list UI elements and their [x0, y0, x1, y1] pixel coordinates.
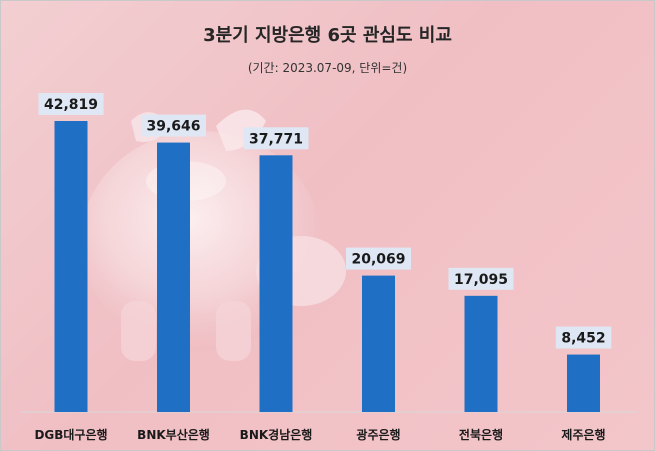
- value-label-bg-2: [243, 127, 309, 150]
- value-label-3: 20,069: [351, 252, 405, 268]
- chart-title: 3분기 지방은행 6곳 관심도 비교: [203, 25, 452, 46]
- category-label-0: DGB대구은행: [34, 427, 107, 442]
- bar-0: [54, 121, 88, 412]
- value-label-5: 8,452: [561, 331, 605, 347]
- value-label-0: 42,819: [44, 97, 98, 113]
- category-label-1: BNK부산은행: [137, 427, 210, 442]
- bar-3: [362, 275, 395, 412]
- value-label-bg-1: [141, 114, 206, 137]
- category-label-3: 광주은행: [356, 427, 400, 442]
- value-label-2: 37,771: [249, 131, 303, 147]
- chart-subtitle: (기간: 2023.07-09, 단위=건): [247, 61, 408, 75]
- bar-1: [157, 142, 190, 413]
- bars-group: 42,819 DGB대구은행 39,646 BNK부산은행 37,771 BNK경남은행 2…: [34, 93, 612, 442]
- category-label-4: 전북은행: [459, 427, 503, 442]
- category-label-2: BNK경남은행: [240, 427, 313, 442]
- bar-5: [567, 354, 600, 412]
- value-label-bg-4: [448, 267, 514, 290]
- bar-2: [259, 155, 293, 412]
- value-label-1: 39,646: [146, 119, 200, 135]
- value-label-bg-3: [346, 247, 411, 270]
- bar-4: [464, 295, 498, 412]
- value-label-4: 17,095: [454, 272, 508, 288]
- value-label-bg-5: [555, 326, 612, 349]
- category-label-5: 제주은행: [561, 427, 605, 442]
- value-label-bg-0: [38, 93, 104, 115]
